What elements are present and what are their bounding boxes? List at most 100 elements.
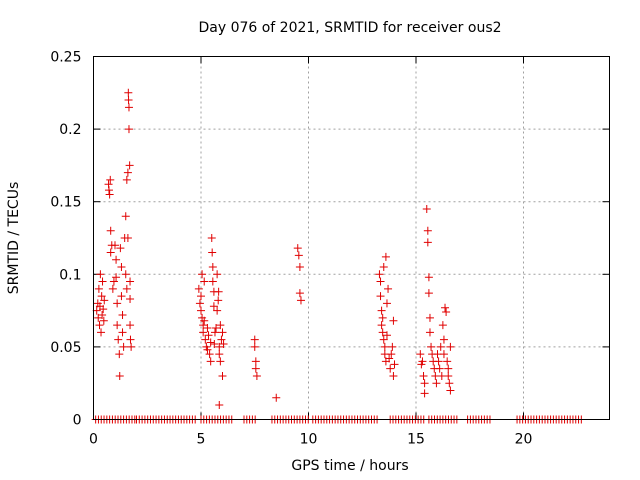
y-axis-label: SRMTID / TECUs (6, 182, 22, 295)
srmtid-point (294, 251, 303, 260)
srmtid-point (98, 277, 107, 286)
srmtid-point (444, 364, 453, 373)
srmtid-point (436, 342, 445, 351)
srmtid-point (95, 321, 104, 330)
srmtid-point (200, 277, 209, 286)
srmtid-point (389, 371, 398, 380)
srmtid-point (423, 226, 432, 235)
srmtid-point (121, 212, 130, 221)
srmtid-point (216, 321, 225, 330)
srmtid-point (376, 277, 385, 286)
srmtid-point (219, 339, 228, 348)
srmtid-point (388, 342, 397, 351)
srmtid-point (425, 328, 434, 337)
srmtid-point (208, 248, 217, 257)
srmtid-point (200, 316, 209, 325)
srmtid-point (112, 273, 121, 282)
srmtid-point (446, 386, 455, 395)
srmtid-point (377, 321, 386, 330)
srmtid-point (434, 357, 443, 366)
srmtid-point (124, 103, 133, 112)
srmtid-point (210, 339, 219, 348)
srmtid-point (423, 238, 432, 247)
srmtid-point (208, 263, 217, 272)
srmtid-point (126, 321, 135, 330)
srmtid-point (198, 270, 207, 279)
srmtid-point (92, 306, 101, 315)
srmtid-point (99, 316, 108, 325)
srmtid-point (99, 305, 108, 314)
srmtid-point (387, 350, 396, 359)
srmtid-point (214, 296, 223, 305)
srmtid-point (106, 175, 115, 184)
srmtid-point (126, 277, 135, 286)
srmtid-point (115, 350, 124, 359)
srmtid-point (124, 96, 133, 105)
srmtid-point (420, 389, 429, 398)
srmtid-point (215, 342, 224, 351)
srmtid-point (293, 244, 302, 253)
plot-frame (93, 56, 610, 420)
srmtid-point (113, 321, 122, 330)
srmtid-point (112, 255, 121, 264)
srmtid-point (382, 331, 391, 340)
srmtid-point (122, 175, 131, 184)
srmtid-point (438, 321, 447, 330)
srmtid-point (381, 252, 390, 261)
srmtid-point (124, 125, 133, 134)
srmtid-point (419, 371, 428, 380)
y-tick-label: 0.15 (50, 195, 81, 211)
srmtid-point (422, 204, 431, 213)
srmtid-point (117, 263, 126, 272)
srmtid-point (382, 299, 391, 308)
srmtid-point (446, 342, 455, 351)
srmtid-point (208, 277, 217, 286)
axis-ticks (93, 56, 610, 420)
srmtid-point (384, 284, 393, 293)
srmtid-point (385, 354, 394, 363)
srmtid-point (376, 292, 385, 301)
srmtid-point (114, 335, 123, 344)
srmtid-point (215, 400, 224, 409)
srmtid-point (119, 342, 128, 351)
srmtid-point (117, 292, 126, 301)
srmtid-point (109, 277, 118, 286)
srmtid-point (104, 186, 113, 195)
srmtid-point (295, 263, 304, 272)
srmtid-point (127, 342, 136, 351)
srmtid-point (296, 296, 305, 305)
srmtid-point (379, 335, 388, 344)
srmtid-point (380, 342, 389, 351)
srmtid-point (435, 364, 444, 373)
srmtid-point (97, 292, 106, 301)
srmtid-point (206, 357, 215, 366)
srmtid-point (379, 263, 388, 272)
srmtid-point (197, 292, 205, 301)
srmtid-point (441, 303, 450, 312)
srmtid-point (210, 328, 219, 337)
y-tick-label: 0.2 (59, 122, 81, 138)
srmtid-point (122, 284, 131, 293)
srmtid-point (113, 299, 122, 308)
srmtid-point (124, 88, 133, 97)
y-tick-label: 0.25 (50, 50, 81, 66)
srmtid-point (123, 234, 132, 242)
y-tick-label: 0 (73, 413, 82, 429)
srmtid-point (203, 324, 212, 333)
srmtid-point (442, 308, 451, 317)
x-tick-label: 10 (300, 432, 318, 448)
srmtid-point (212, 324, 221, 333)
y-tick-label: 0.1 (59, 267, 81, 283)
srmtid-point (108, 284, 117, 293)
srmtid-point (125, 161, 134, 170)
srmtid-point (439, 350, 448, 359)
x-tick-label: 0 (89, 432, 98, 448)
srmtid-point (250, 342, 259, 351)
srmtid-point (251, 357, 260, 366)
srmtid-point (118, 328, 127, 337)
srmtid-point (416, 350, 425, 359)
srmtid-point (96, 270, 105, 279)
srmtid-point (205, 350, 214, 359)
x-tick-label: 5 (197, 432, 206, 448)
